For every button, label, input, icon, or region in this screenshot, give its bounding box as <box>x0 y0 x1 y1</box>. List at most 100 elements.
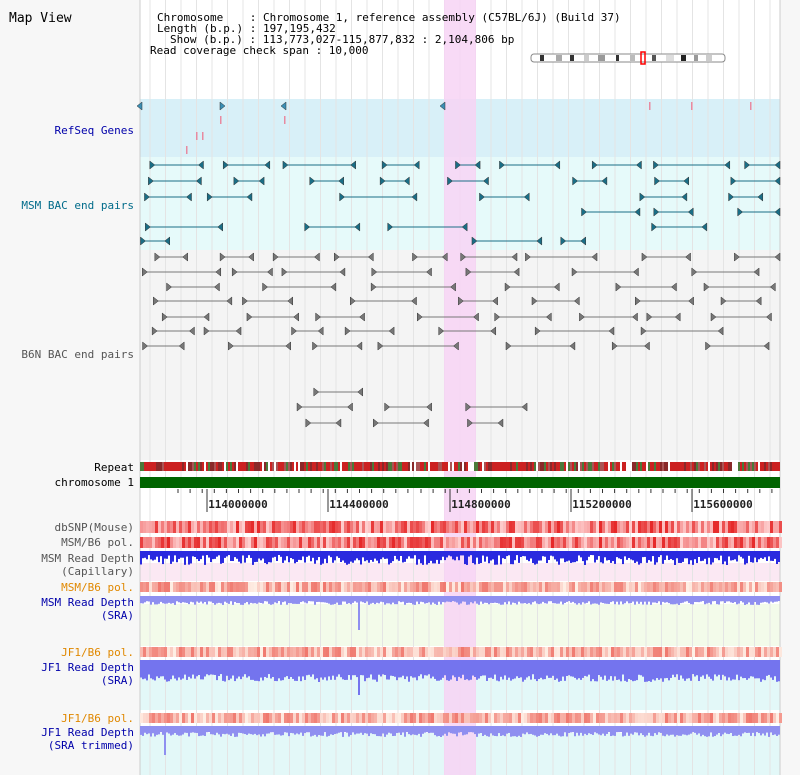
msm-b6-pol-sra-cell <box>566 582 569 592</box>
msm-sra-bar <box>698 596 700 603</box>
msm-b6-pol-cell <box>761 537 764 548</box>
repeat-segment <box>748 462 750 471</box>
msm-b6-pol-cell <box>254 537 257 548</box>
track-label-repeat[interactable]: Repeat <box>94 461 134 474</box>
track-label-chromosome[interactable]: chromosome 1 <box>54 476 134 489</box>
jf1-b6-pol-cell <box>224 647 227 657</box>
dbsnp-cell <box>200 521 203 533</box>
repeat-segment <box>342 462 344 471</box>
jf1-sra-bar <box>754 660 756 679</box>
repeat-segment <box>424 462 426 471</box>
repeat-segment <box>524 462 526 471</box>
msm-sra-bar <box>284 596 286 602</box>
jf1-trimmed-bar <box>412 726 414 735</box>
msm-capillary-bar <box>264 551 266 563</box>
track-label-jf1-b6-pol-trimmed[interactable]: JF1/B6 pol. <box>61 712 134 725</box>
track-label-b6n-bac[interactable]: B6N BAC end pairs <box>21 348 134 361</box>
msm-sra-bar <box>728 596 730 602</box>
msm-b6-pol-sra-cell <box>545 582 548 592</box>
msm-capillary-bar <box>352 551 354 563</box>
jf1-b6-pol-cell <box>683 647 686 657</box>
jf1-trimmed-bar <box>778 726 780 735</box>
dbsnp-cell <box>380 521 383 533</box>
jf1-sra-bar <box>556 660 558 679</box>
jf1-b6-pol-cell <box>656 647 659 657</box>
msm-b6-pol-sra-cell <box>425 582 428 592</box>
track-label-dbsnp[interactable]: dbSNP(Mouse) <box>54 521 134 534</box>
jf1-b6-pol-trimmed-cell <box>275 713 278 723</box>
jf1-b6-pol-cell <box>653 647 656 657</box>
repeat-segment <box>686 462 688 471</box>
msm-capillary-bar <box>484 551 486 562</box>
jf1-b6-pol-cell <box>749 647 752 657</box>
jf1-b6-pol-trimmed-cell <box>233 713 236 723</box>
b6n-bac-pair-end <box>350 296 356 306</box>
msm-capillary-bar <box>614 551 616 564</box>
msm-sra-bar <box>346 596 348 604</box>
msm-sra-bar <box>632 596 634 602</box>
msm-b6-pol-cell <box>269 537 272 548</box>
jf1-sra-bar <box>760 660 762 682</box>
msm-bac-pair-end <box>233 176 240 186</box>
jf1-sra-bar <box>372 660 374 680</box>
msm-sra-bar <box>294 596 296 604</box>
msm-sra-bar <box>724 596 726 604</box>
track-label-jf1-depth-trimmed[interactable]: JF1 Read Depth (SRA trimmed) <box>41 726 134 752</box>
jf1-b6-pol-trimmed-cell <box>194 713 197 723</box>
jf1-b6-pol-cell <box>671 647 674 657</box>
repeat-segment <box>404 462 406 471</box>
msm-capillary-bar <box>772 551 774 561</box>
msm-b6-pol-sra-cell <box>740 582 743 592</box>
track-label-msm-bac[interactable]: MSM BAC end pairs <box>21 199 134 212</box>
track-label-refseq[interactable]: RefSeq Genes <box>54 124 134 137</box>
jf1-trimmed-bar <box>700 726 702 737</box>
jf1-b6-pol-trimmed-cell <box>278 713 281 723</box>
jf1-sra-bar <box>168 660 170 682</box>
msm-sra-bar <box>338 596 340 605</box>
jf1-b6-pol-cell <box>221 647 224 657</box>
msm-sra-bar <box>732 596 734 603</box>
jf1-sra-bar <box>418 660 420 677</box>
msm-sra-bar <box>394 596 396 605</box>
track-label-jf1-depth-sra[interactable]: JF1 Read Depth (SRA) <box>41 661 134 687</box>
jf1-sra-bar <box>708 660 710 677</box>
msm-b6-pol-cell <box>452 537 455 548</box>
jf1-trimmed-bar <box>636 726 638 733</box>
msm-capillary-bar <box>654 551 656 565</box>
jf1-sra-bar <box>290 660 292 677</box>
refseq-gene-tick <box>196 132 198 140</box>
track-label-msm-b6-pol-sra[interactable]: MSM/B6 pol. <box>61 581 134 594</box>
msm-sra-bar <box>196 596 198 602</box>
dbsnp-cell <box>353 521 356 533</box>
msm-b6-pol-sra-cell <box>281 582 284 592</box>
track-label-msm-b6-pol[interactable]: MSM/B6 pol. <box>61 536 134 549</box>
jf1-trimmed-bar <box>770 726 772 733</box>
jf1-b6-pol-trimmed-cell <box>443 713 446 723</box>
jf1-sra-bar <box>646 660 648 682</box>
jf1-trimmed-bar <box>204 726 206 736</box>
msm-b6-pol-cell <box>404 537 407 548</box>
track-label-msm-depth-sra[interactable]: MSM Read Depth (SRA) <box>41 596 134 622</box>
track-label-jf1-b6-pol[interactable]: JF1/B6 pol. <box>61 646 134 659</box>
jf1-b6-pol-cell <box>266 647 269 657</box>
msm-sra-bar <box>772 596 774 603</box>
jf1-sra-bar <box>604 660 606 676</box>
jf1-b6-pol-cell <box>650 647 653 657</box>
jf1-b6-pol-cell <box>662 647 665 657</box>
ideogram-band <box>584 55 589 61</box>
msm-b6-pol-cell <box>665 537 668 548</box>
repeat-segment <box>630 462 632 471</box>
jf1-b6-pol-cell <box>428 647 431 657</box>
msm-capillary-bar <box>728 551 730 557</box>
msm-b6-pol-sra-cell <box>350 582 353 592</box>
track-label-msm-depth-capillary[interactable]: MSM Read Depth (Capillary) <box>41 552 134 578</box>
msm-sra-bar <box>356 596 358 603</box>
jf1-trimmed-bar <box>430 726 432 733</box>
jf1-trimmed-bar <box>188 726 190 737</box>
repeat-segment <box>284 462 286 471</box>
jf1-b6-pol-cell <box>695 647 698 657</box>
dbsnp-cell <box>497 521 500 533</box>
repeat-segment <box>694 462 696 471</box>
jf1-sra-bar <box>538 660 540 680</box>
